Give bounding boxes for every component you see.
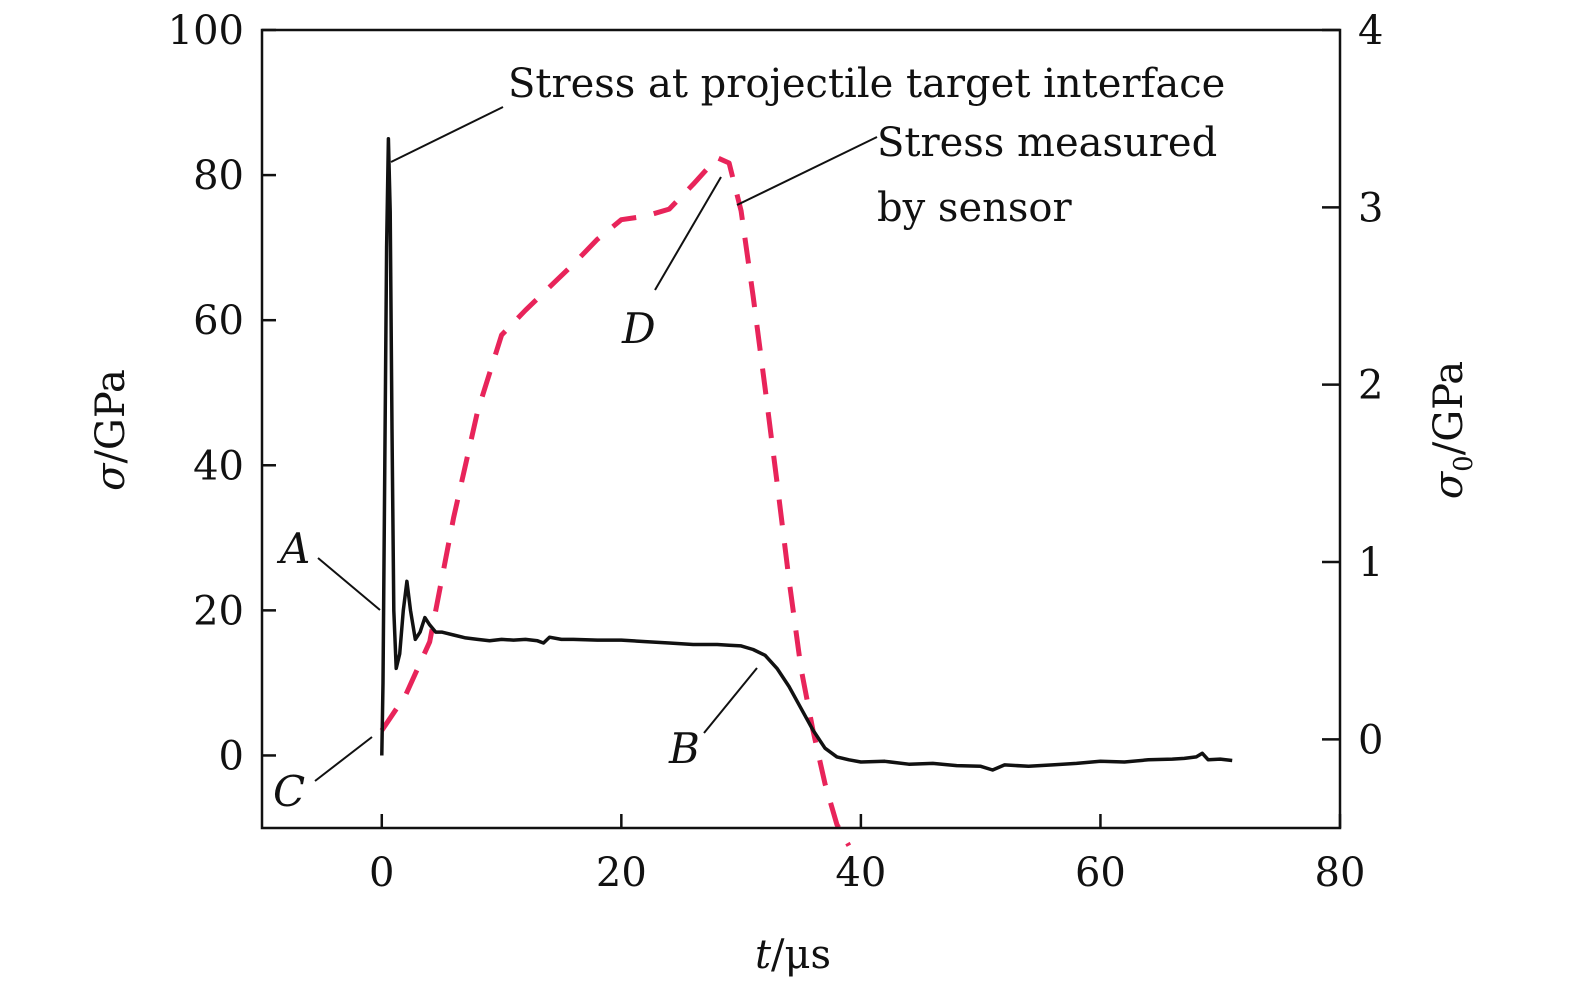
leader-A [317, 557, 381, 611]
right-y-tick-label: 1 [1358, 540, 1383, 586]
right-y-tick-label: 4 [1358, 8, 1383, 54]
left-y-tick-label: 40 [193, 443, 244, 489]
x-tick-label: 40 [835, 850, 886, 896]
point-label-C: C [273, 767, 305, 816]
right-y-axis-ticks: 0 1 2 3 4 [1322, 8, 1383, 763]
plot-frame [260, 28, 1342, 830]
leader-B [703, 667, 758, 734]
leader-C [314, 736, 373, 782]
sensor-annotation-line2: by sensor [877, 185, 1072, 231]
leader-sensor [736, 136, 878, 206]
x-tick-label: 80 [1315, 850, 1366, 896]
x-axis-label: t/μs [755, 932, 831, 978]
point-label-B: B [668, 724, 700, 773]
right-y-axis-label: σ0/GPa [1426, 361, 1479, 499]
left-y-axis-label: σ/GPa [88, 369, 134, 491]
sensor-stress-line [379, 155, 852, 847]
point-label-D: D [621, 304, 656, 353]
left-y-tick-label: 100 [168, 8, 244, 54]
left-y-axis-ticks: 0 20 40 60 80 100 [168, 8, 276, 779]
leader-D [654, 176, 722, 291]
x-axis-ticks: 0 20 40 60 80 [369, 814, 1365, 896]
interface-annotation: Stress at projectile target interface [508, 61, 1225, 107]
right-y-tick-label: 0 [1358, 717, 1383, 763]
x-tick-label: 20 [596, 850, 647, 896]
left-y-tick-label: 80 [193, 153, 244, 199]
sensor-annotation-line1: Stress measured [877, 120, 1217, 166]
point-label-A: A [276, 524, 310, 573]
series-layer [379, 137, 1233, 847]
interface-stress-line [380, 137, 1233, 772]
right-y-tick-label: 3 [1358, 185, 1383, 231]
right-y-tick-label: 2 [1358, 363, 1383, 409]
left-y-tick-label: 20 [193, 588, 244, 634]
leader-interface [390, 106, 504, 163]
left-y-tick-label: 60 [193, 298, 244, 344]
left-y-tick-label: 0 [219, 733, 244, 779]
x-tick-label: 60 [1075, 850, 1126, 896]
x-tick-label: 0 [369, 850, 394, 896]
